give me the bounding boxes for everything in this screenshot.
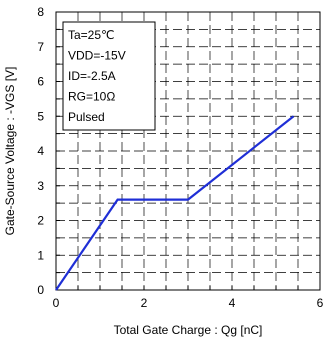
conditions-box-border: [62, 21, 156, 131]
y-tick-label: 1: [37, 248, 44, 262]
x-tick-label: 6: [317, 296, 324, 310]
x-axis-label: Total Gate Charge : Qg [nC]: [114, 323, 263, 337]
series-line: [55, 115, 295, 291]
x-tick-label: 2: [141, 296, 148, 310]
y-tick-label: 7: [37, 40, 44, 54]
y-tick-label: 0: [37, 283, 44, 297]
y-tick-label: 8: [37, 5, 44, 19]
x-tick-label: 4: [229, 296, 236, 310]
plot-frame: [55, 11, 321, 291]
condition-line: ID=-2.5A: [68, 69, 116, 83]
y-tick-label: 4: [37, 144, 44, 158]
y-tick-label: 2: [37, 214, 44, 228]
y-tick-label: 5: [37, 109, 44, 123]
x-tick-label: 0: [53, 296, 60, 310]
condition-line: Ta=25℃: [68, 28, 115, 42]
condition-line: Pulsed: [68, 110, 105, 124]
tick-labels: 0 2 4 6 0 1 2 3 4 5 6 7 8: [37, 5, 323, 310]
conditions-box: Ta=25℃ VDD=-15V ID=-2.5A RG=10Ω Pulsed: [62, 21, 156, 131]
y-axis-label: Gate-Source Voltage : -VGS [V]: [3, 67, 17, 236]
condition-line: VDD=-15V: [68, 49, 126, 63]
y-tick-label: 3: [37, 179, 44, 193]
series-lines: [55, 115, 295, 291]
condition-line: RG=10Ω: [68, 90, 115, 104]
y-tick-label: 6: [37, 75, 44, 89]
conditions-lines: Ta=25℃ VDD=-15V ID=-2.5A RG=10Ω Pulsed: [68, 28, 126, 124]
